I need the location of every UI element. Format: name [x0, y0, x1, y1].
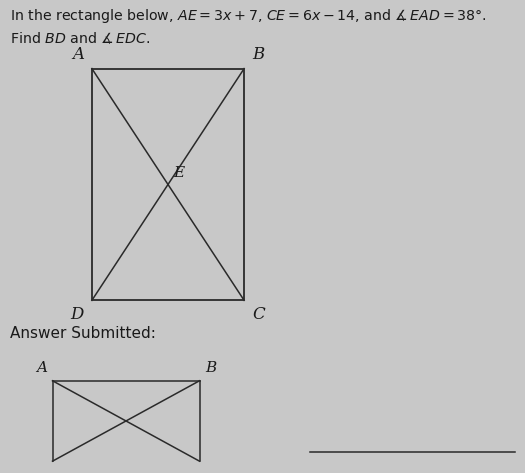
- Text: Find $BD$ and $\measuredangle\,EDC$.: Find $BD$ and $\measuredangle\,EDC$.: [10, 31, 151, 46]
- Text: D: D: [71, 306, 84, 323]
- Text: A: A: [36, 361, 47, 375]
- Text: B: B: [252, 46, 264, 63]
- Text: In the rectangle below, $AE=3x+7$, $CE=6x-14$, and $\measuredangle\,EAD=38°$.: In the rectangle below, $AE=3x+7$, $CE=6…: [10, 7, 487, 25]
- Text: C: C: [252, 306, 265, 323]
- Text: E: E: [173, 166, 184, 180]
- Text: Answer Submitted:: Answer Submitted:: [10, 326, 156, 342]
- Text: B: B: [205, 361, 216, 375]
- Text: A: A: [72, 46, 84, 63]
